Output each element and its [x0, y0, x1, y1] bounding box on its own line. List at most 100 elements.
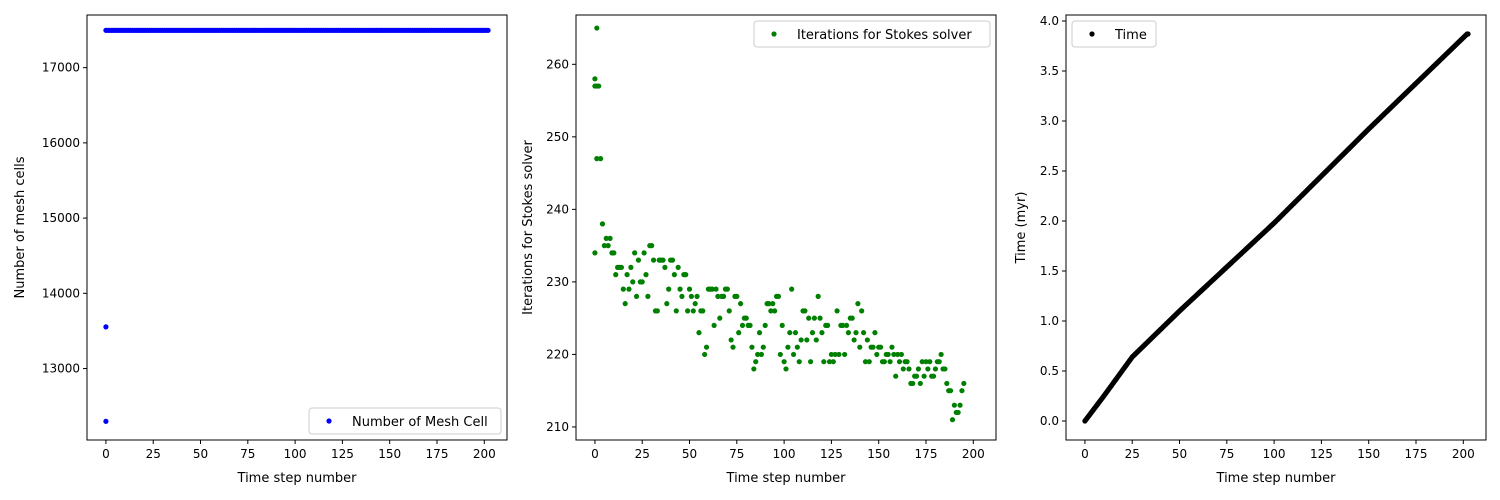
x-tick-label: 125 [820, 447, 843, 461]
data-point [840, 322, 846, 329]
data-point [919, 359, 925, 365]
data-point [772, 308, 778, 314]
data-point [632, 250, 638, 256]
data-point [895, 351, 901, 358]
x-tick-label: 150 [378, 447, 401, 461]
data-point [702, 351, 708, 358]
data-point [683, 272, 689, 278]
data-point [832, 351, 838, 358]
data-point [611, 250, 617, 256]
data-point [700, 308, 706, 314]
data-point [770, 301, 776, 307]
data-point [596, 83, 602, 89]
data-point [618, 264, 625, 270]
data-point [874, 351, 880, 358]
data-point [599, 221, 606, 227]
legend-label: Number of Mesh Cell [352, 415, 488, 430]
x-tick-label: 150 [1357, 447, 1380, 461]
x-tick-label: 100 [1263, 447, 1286, 461]
data-point [607, 235, 613, 241]
data-point [917, 380, 923, 387]
y-tick-label: 4.0 [1040, 14, 1059, 28]
y-tick-label: 210 [546, 420, 569, 434]
data-point [662, 264, 668, 270]
x-tick-label: 125 [331, 447, 354, 461]
data-point [821, 359, 827, 365]
data-point [807, 359, 814, 365]
data-point [635, 257, 642, 263]
data-point [781, 359, 787, 365]
legend-box [1071, 20, 1157, 48]
data-point [660, 257, 666, 263]
legend-marker [771, 31, 777, 37]
data-point [641, 250, 647, 256]
data-point [872, 330, 878, 336]
y-tick-label: 0.5 [1040, 364, 1059, 378]
x-tick-label: 25 [1125, 447, 1140, 461]
data-point [798, 337, 804, 343]
data-point [944, 380, 950, 387]
data-point [813, 337, 819, 343]
data-point [887, 359, 893, 365]
data-point [936, 359, 942, 365]
data-point [743, 315, 749, 321]
data-point [857, 344, 863, 350]
y-tick-label: 16000 [42, 136, 80, 150]
y-tick-label: 250 [546, 130, 569, 144]
data-point [685, 308, 691, 314]
x-tick-label: 75 [240, 447, 255, 461]
x-tick-label: 50 [193, 447, 208, 461]
data-point [842, 351, 848, 358]
data-point [804, 337, 810, 343]
data-point [951, 402, 957, 408]
data-point [913, 373, 920, 379]
data-points [592, 25, 967, 423]
y-tick-label: 230 [546, 275, 569, 289]
x-tick-label: 200 [962, 447, 985, 461]
data-point [703, 344, 710, 350]
data-point [673, 308, 679, 314]
data-point [747, 322, 753, 329]
data-point [826, 359, 833, 365]
data-point [828, 351, 835, 358]
data-point [806, 315, 812, 321]
data-point [910, 380, 916, 387]
plot-frame [575, 14, 997, 441]
y-axis-label: Time (myr) [1014, 192, 1029, 265]
data-point [859, 308, 865, 314]
data-point [862, 359, 869, 365]
data-point [762, 322, 768, 329]
data-point [845, 330, 852, 336]
data-point [594, 156, 600, 162]
y-tick-label: 13000 [42, 362, 80, 376]
x-axis-label: Time step number [726, 471, 847, 486]
data-point [796, 359, 802, 365]
data-point [630, 279, 636, 285]
data-point [891, 351, 897, 358]
chart-1: 0 25 50 75 100 125 150 175 200 13000 14000 15000 160… [13, 14, 508, 486]
y-tick-label: 2.5 [1040, 164, 1059, 178]
data-point [790, 351, 797, 358]
x-tick-label: 200 [473, 447, 496, 461]
data-point [825, 322, 831, 329]
legend-box [308, 407, 502, 435]
data-point [594, 25, 600, 31]
data-point [785, 344, 791, 350]
y-axis-label: Iterations for Stokes solver [521, 139, 536, 314]
data-point [739, 322, 746, 329]
data-point [736, 330, 742, 336]
x-tick-label: 25 [146, 447, 161, 461]
y-tick-label: 1.0 [1040, 314, 1059, 328]
x-tick-label: 0 [1081, 447, 1089, 461]
data-point [664, 301, 670, 307]
data-point [809, 330, 816, 336]
data-point [592, 250, 598, 256]
data-point [726, 308, 732, 314]
data-point [777, 351, 783, 358]
data-point [713, 286, 719, 292]
data-point [737, 301, 744, 307]
data-point [711, 322, 717, 329]
x-tick-label: 100 [284, 447, 307, 461]
data-point [686, 286, 693, 292]
data-point [923, 359, 929, 365]
